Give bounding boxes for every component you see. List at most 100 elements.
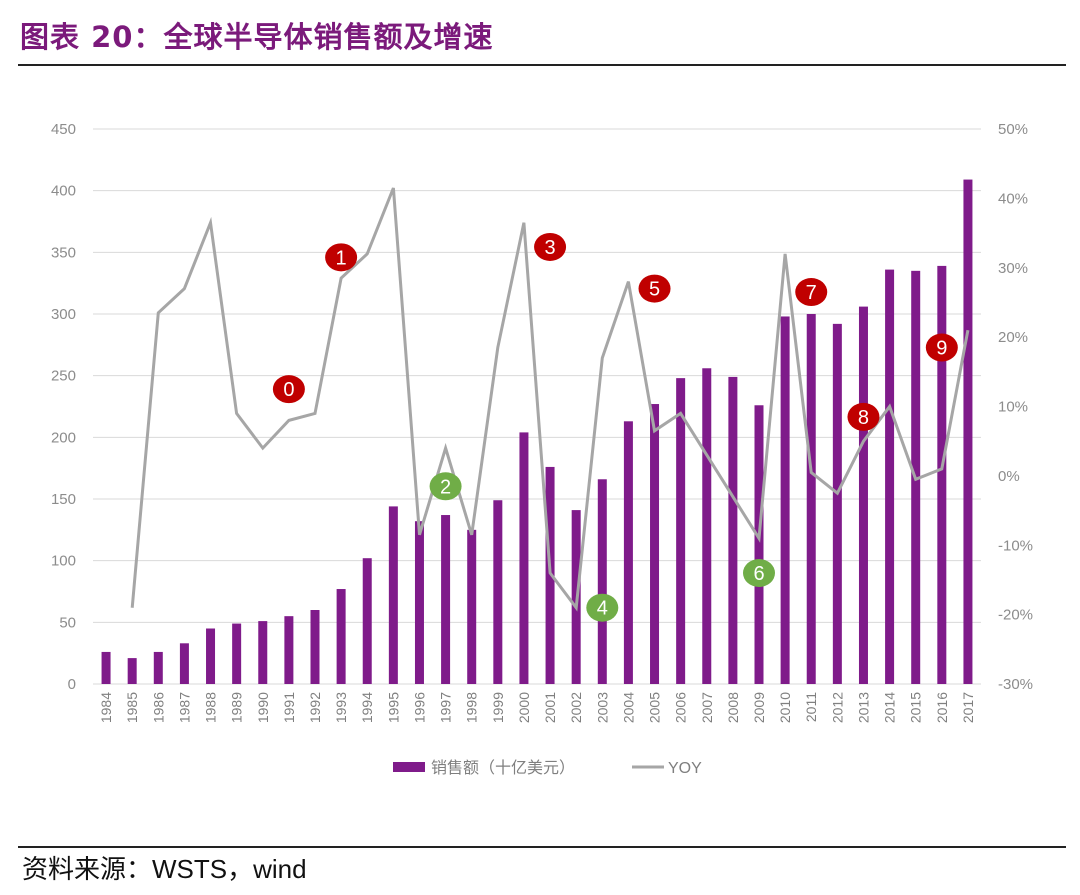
x-tick-label: 1987 <box>176 692 192 723</box>
x-tick-label: 1991 <box>281 692 297 723</box>
sales-bar-2007 <box>702 368 712 684</box>
x-tick-label: 1994 <box>359 692 375 723</box>
left-tick-label: 150 <box>51 491 76 508</box>
sales-bar-2012 <box>832 323 842 684</box>
sales-bar-2017 <box>963 179 973 685</box>
x-tick-label: 1984 <box>98 692 114 723</box>
annotation-label: 8 <box>858 407 869 429</box>
annotation-marker-2: 2 <box>429 472 462 501</box>
left-tick-label: 200 <box>51 429 76 446</box>
sales-bar-1997 <box>441 515 451 684</box>
left-tick-label: 300 <box>51 306 76 323</box>
sales-bar-2003 <box>597 479 607 684</box>
x-tick-label: 2003 <box>594 692 610 723</box>
sales-bar-2016 <box>937 265 947 684</box>
x-tick-label: 2009 <box>751 692 767 723</box>
annotation-marker-9: 9 <box>925 333 958 362</box>
sales-bar-2014 <box>885 269 895 684</box>
sales-bar-2011 <box>806 314 816 684</box>
legend-line-label: YOY <box>668 760 702 777</box>
right-tick-label: 30% <box>998 260 1028 277</box>
annotation-label: 9 <box>936 338 947 360</box>
left-tick-label: 0 <box>68 676 76 693</box>
sales-bar-1988 <box>206 628 216 684</box>
sales-bar-2005 <box>650 404 660 684</box>
sales-bar-1992 <box>310 610 320 684</box>
annotation-circle <box>743 559 775 587</box>
annotation-marker-1: 1 <box>325 243 358 272</box>
yoy-line-path <box>130 187 970 612</box>
sales-bar-2001 <box>545 466 555 684</box>
source-label: 资料来源： <box>22 855 153 885</box>
x-tick-label: 1989 <box>229 692 245 723</box>
legend: 销售额（十亿美元） YOY <box>393 759 702 777</box>
sales-bar-2004 <box>623 421 633 684</box>
sales-bar-1998 <box>467 529 477 684</box>
annotation-label: 6 <box>753 563 764 585</box>
x-tick-label: 2014 <box>882 692 898 723</box>
x-tick-label: 2012 <box>829 692 845 723</box>
left-tick-label: 100 <box>51 553 76 570</box>
x-tick-label: 1986 <box>150 692 166 723</box>
right-axis-ticks: -30% -20% -10% 0% 10% 20% 30% 40% 50% <box>998 121 1033 693</box>
x-tick-label: 2007 <box>699 692 715 723</box>
right-tick-label: -30% <box>998 676 1033 693</box>
annotation-marker-3: 3 <box>534 232 567 261</box>
x-tick-label: 1985 <box>124 692 140 723</box>
annotation-marker-0: 0 <box>272 375 305 404</box>
x-tick-label: 2015 <box>908 692 924 723</box>
sales-bar-1999 <box>493 500 503 684</box>
x-axis-ticks: 1984 1985 1986 1987 1988 1989 1990 1991 1992 1993… <box>98 692 976 723</box>
annotation-circle <box>325 243 358 272</box>
x-tick-label: 1988 <box>203 692 219 723</box>
right-tick-label: -20% <box>998 607 1033 624</box>
annotation-circle <box>638 274 671 303</box>
annotation-marker-5: 5 <box>638 274 671 303</box>
legend-bar-label: 销售额（十亿美元） <box>431 759 575 777</box>
left-tick-label: 50 <box>59 614 76 631</box>
title-divider <box>18 64 1066 66</box>
sales-bar-1995 <box>388 506 398 684</box>
source-note: 资料来源：WSTS，wind <box>22 849 307 886</box>
x-tick-label: 1995 <box>385 692 401 723</box>
x-tick-label: 1990 <box>255 692 271 723</box>
x-tick-label: 2017 <box>960 692 976 723</box>
annotation-circle <box>847 402 880 431</box>
sales-bar-1984 <box>101 651 111 684</box>
x-tick-label: 2006 <box>673 692 689 723</box>
annotation-marker-4: 4 <box>586 593 619 622</box>
left-tick-label: 250 <box>51 368 76 385</box>
sales-bar-1986 <box>153 651 163 684</box>
x-tick-label: 1993 <box>333 692 349 723</box>
x-tick-label: 1999 <box>490 692 506 723</box>
annotation-label: 2 <box>440 476 451 498</box>
x-tick-label: 2000 <box>516 692 532 723</box>
annotation-circle <box>795 278 828 307</box>
annotation-marker-7: 7 <box>795 278 828 307</box>
x-tick-label: 2002 <box>568 692 584 723</box>
sales-bar-2000 <box>519 432 529 684</box>
right-tick-label: 40% <box>998 190 1028 207</box>
x-tick-label: 1996 <box>411 692 427 723</box>
annotation-label: 3 <box>544 237 555 259</box>
right-tick-label: 20% <box>998 329 1028 346</box>
sales-bars <box>101 179 973 685</box>
sales-bar-2010 <box>780 316 790 684</box>
x-tick-label: 2004 <box>620 692 636 723</box>
sales-bar-1993 <box>336 589 346 684</box>
x-tick-label: 1992 <box>307 692 323 723</box>
right-tick-label: -10% <box>998 537 1033 554</box>
sales-bar-1994 <box>362 558 372 684</box>
x-tick-label: 2016 <box>934 692 950 723</box>
annotation-label: 4 <box>597 598 608 620</box>
annotation-label: 7 <box>806 282 817 304</box>
annotation-marker-6: 6 <box>743 559 775 587</box>
x-tick-label: 2011 <box>803 692 819 722</box>
left-tick-label: 350 <box>51 244 76 261</box>
x-tick-label: 2013 <box>855 692 871 723</box>
annotation-marker-8: 8 <box>847 402 880 431</box>
sales-bar-2008 <box>728 376 738 684</box>
annotation-label: 1 <box>336 247 347 269</box>
sales-bar-1985 <box>127 658 137 684</box>
right-tick-label: 0% <box>998 468 1020 485</box>
